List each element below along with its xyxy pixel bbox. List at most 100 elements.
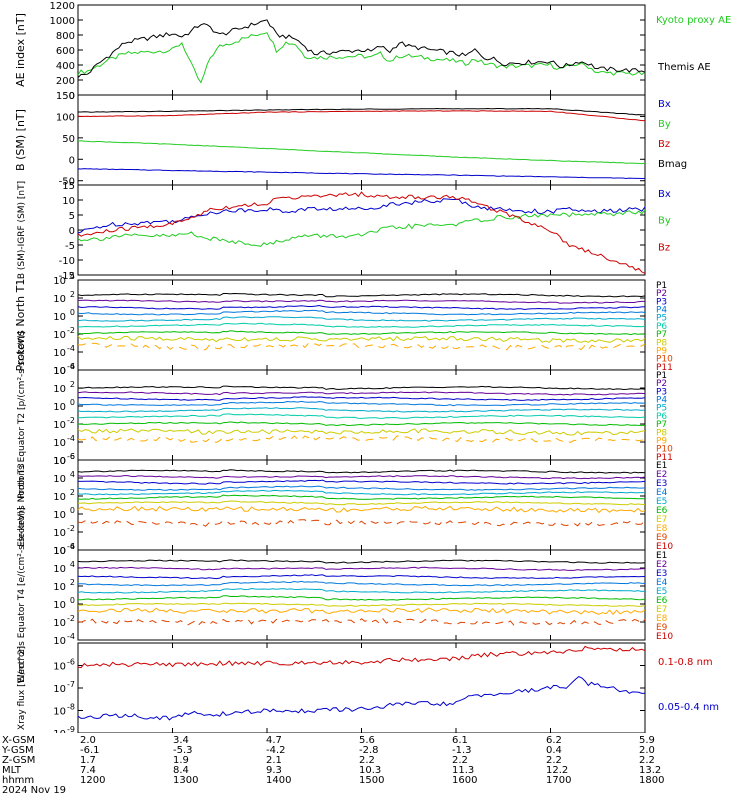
y-tick-label: 10 <box>53 474 66 485</box>
eph-hhmm: 1700 <box>546 775 571 786</box>
series-line-by <box>77 140 646 165</box>
legend-3: Bmag <box>658 159 687 170</box>
y-tick-label: 10 <box>53 276 66 287</box>
channel-label-p4: P4 <box>656 396 667 406</box>
y-tick-label: 10 <box>53 600 66 611</box>
series-line-0-05-0-4-nm <box>77 676 646 721</box>
channel-line-e8 <box>77 505 646 514</box>
series-line-bx <box>77 198 646 234</box>
channel-line-e2 <box>77 566 646 571</box>
eph-col-1600: 6.1 -1.3 2.2 11.3 1600 <box>452 735 477 786</box>
legend-0: Kyoto proxy AE <box>656 15 731 26</box>
y-axis-label: B (SM) [nT] <box>14 109 27 171</box>
y-tick-exponent: -2 <box>67 614 75 623</box>
eph-z: 1.9 <box>173 755 189 766</box>
eph-y: -1.3 <box>452 745 472 756</box>
eph-y: -4.2 <box>266 745 286 756</box>
y-tick-label: 10 <box>53 546 66 557</box>
y-tick-exponent: 2 <box>70 578 75 587</box>
channel-label-e7: E7 <box>656 605 667 615</box>
channel-line-p9 <box>77 435 646 444</box>
y-axis-label: AE index [nT] <box>14 13 27 87</box>
series-line-bx <box>77 168 646 180</box>
eph-x: 5.6 <box>359 735 375 746</box>
channel-line-e1 <box>77 559 646 564</box>
channel-line-p7 <box>77 330 646 336</box>
channel-line-e3 <box>77 574 646 580</box>
channel-line-p3 <box>78 396 646 401</box>
y-tick-label: 100 <box>56 112 75 123</box>
y-tick-label: 10 <box>53 438 66 449</box>
legend-1: By <box>658 216 671 227</box>
channel-label-e2: E2 <box>656 560 667 570</box>
y-tick-label: 10 <box>53 662 66 673</box>
channel-label-e5: E5 <box>656 587 667 597</box>
channel-label-p5: P5 <box>656 404 667 414</box>
series-line-bz <box>77 191 646 274</box>
y-tick-label: 10 <box>53 402 66 413</box>
eph-x: 2.0 <box>80 735 96 746</box>
channel-label-p11: P11 <box>656 453 673 463</box>
channel-line-p2 <box>78 299 645 304</box>
y-tick-label: 10 <box>62 196 75 207</box>
channel-line-e8 <box>77 607 646 616</box>
eph-mlt: 11.3 <box>452 765 474 776</box>
channel-label-p9: P9 <box>656 346 667 356</box>
y-tick-exponent: 4 <box>70 470 75 479</box>
eph-z: 1.7 <box>80 755 96 766</box>
y-tick-exponent: -6 <box>67 362 75 371</box>
legend-0: Bx <box>658 189 671 200</box>
ephemeris-row-labels: X-GSM Y-GSM Z-GSM MLT hhmm 2024 Nov 19 <box>1 735 66 796</box>
channel-label-e6: E6 <box>656 596 668 606</box>
y-tick-exponent: 2 <box>70 380 75 389</box>
y-tick-label: 0 <box>69 226 75 237</box>
y-tick-label: 10 <box>53 618 66 629</box>
channel-line-p2 <box>77 391 646 396</box>
channel-line-e1 <box>77 469 646 474</box>
series-line-0-1-0-8-nm <box>77 645 646 669</box>
series-line-bz <box>77 110 645 122</box>
y-axis-label: Electrons Equator T4 [e/(cm²-s-sr-keV)] <box>17 507 27 683</box>
channel-label-e10: E10 <box>656 632 673 642</box>
channel-line-e5 <box>77 587 646 594</box>
channel-line-p1 <box>77 385 646 391</box>
channel-line-e4 <box>77 485 646 491</box>
channel-label-p9: P9 <box>656 436 667 446</box>
y-tick-exponent: -6 <box>67 452 75 461</box>
y-tick-exponent: -4 <box>67 632 75 641</box>
y-tick-label: 10 <box>53 330 66 341</box>
y-tick-label: 1000 <box>50 16 75 27</box>
panel-bdiff: -15 -10 -5 0 5 10 15 B (SM)-IGRF (SM) [nT] Bx By B… <box>17 181 671 282</box>
channel-label-p10: P10 <box>656 445 673 455</box>
series-line-by <box>77 209 646 247</box>
y-tick-label: 150 <box>56 91 75 102</box>
y-tick-exponent: -7 <box>67 680 75 689</box>
channel-label-e4: E4 <box>656 488 668 498</box>
channel-line-p6 <box>77 413 646 419</box>
channel-line-e2 <box>77 475 646 480</box>
y-tick-label: 10 <box>53 348 66 359</box>
y-tick-label: 200 <box>56 76 75 87</box>
eph-z: 2.1 <box>266 755 282 766</box>
y-tick-exponent: 6 <box>70 542 75 551</box>
channel-label-p2: P2 <box>656 289 667 299</box>
y-tick-label: 400 <box>56 61 75 72</box>
channel-label-e5: E5 <box>656 497 667 507</box>
y-tick-label: 800 <box>56 31 75 42</box>
y-tick-exponent: 0 <box>70 398 75 407</box>
channel-line-p8 <box>77 335 646 343</box>
y-tick-exponent: -8 <box>67 703 75 712</box>
channel-label-p8: P8 <box>656 428 667 438</box>
y-tick-exponent: 2 <box>70 290 75 299</box>
channel-label-e2: E2 <box>656 470 667 480</box>
channel-label-p6: P6 <box>656 322 667 332</box>
eph-hhmm: 1800 <box>639 775 664 786</box>
eph-y: -5.3 <box>173 745 193 756</box>
eph-col-1300: 3.4 -5.3 1.9 8.4 1300 <box>173 735 198 786</box>
y-tick-exponent: -2 <box>67 524 75 533</box>
eph-label-hhmm: hhmm <box>2 775 34 786</box>
channel-label-e6: E6 <box>656 506 668 516</box>
